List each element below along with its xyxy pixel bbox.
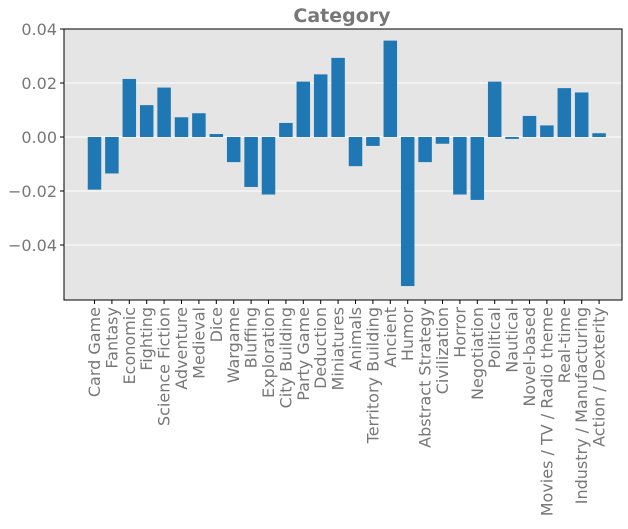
- bar: [313, 74, 328, 137]
- bar: [400, 137, 415, 287]
- bar: [366, 137, 380, 146]
- x-tick-label: Nautical: [503, 307, 522, 373]
- x-tick-label: Movies / TV / Radio theme: [537, 307, 556, 516]
- bar: [418, 137, 432, 163]
- x-tick-label: Science Fiction: [155, 307, 174, 426]
- bar: [279, 122, 293, 137]
- bar: [174, 117, 189, 137]
- x-tick-label: Animals: [346, 307, 365, 371]
- x-axis-ticks: Card GameFantasyEconomicFightingScience …: [85, 300, 609, 516]
- x-tick-label: Action / Dexterity: [590, 307, 609, 447]
- bar: [244, 137, 258, 187]
- bar: [139, 105, 154, 137]
- bar: [226, 137, 241, 163]
- x-tick-label: Civilization: [433, 307, 452, 394]
- y-tick-label: −0.04: [8, 236, 57, 255]
- bar: [105, 137, 119, 174]
- bar-series: [87, 40, 606, 287]
- bar: [540, 125, 554, 137]
- x-tick-label: Industry / Manufacturing: [572, 307, 591, 504]
- x-tick-label: Dice: [207, 307, 226, 342]
- bar: [261, 137, 276, 195]
- x-tick-label: City Building: [276, 307, 295, 408]
- x-tick-label: Medieval: [189, 307, 208, 379]
- bar: [209, 134, 224, 137]
- x-tick-label: Exploration: [259, 307, 278, 398]
- bar: [453, 137, 467, 195]
- x-tick-label: Economic: [120, 307, 139, 384]
- x-tick-label: Abstract Strategy: [416, 307, 435, 448]
- bar: [574, 92, 589, 137]
- x-tick-label: Negotiation: [468, 307, 487, 400]
- y-tick-label: 0.02: [21, 74, 57, 93]
- x-tick-label: Novel-based: [520, 307, 539, 407]
- bar: [157, 87, 171, 137]
- bar: [87, 137, 102, 190]
- bar: [296, 81, 311, 137]
- bar: [487, 81, 502, 137]
- x-tick-label: Fantasy: [102, 307, 121, 369]
- y-axis-ticks: 0.04 0.02 0.00 −0.02 −0.04: [8, 20, 64, 255]
- bar: [192, 113, 206, 137]
- bar: [522, 115, 537, 137]
- x-tick-label: Party Game: [294, 307, 313, 401]
- x-tick-label: Adventure: [172, 307, 191, 390]
- bar: [470, 137, 485, 200]
- x-tick-label: Humor: [398, 307, 417, 362]
- plot-frame: [63, 28, 623, 301]
- x-tick-label: Wargame: [224, 307, 243, 383]
- x-tick-label: Territory Building: [363, 307, 382, 444]
- y-tick-label: −0.02: [8, 182, 57, 201]
- x-tick-label: Political: [485, 307, 504, 369]
- bar: [383, 40, 398, 137]
- x-tick-label: Fighting: [137, 307, 156, 371]
- x-tick-label: Deduction: [311, 307, 330, 389]
- bar: [505, 137, 519, 139]
- x-tick-label: Card Game: [85, 307, 104, 397]
- bar: [122, 78, 137, 137]
- bar: [592, 133, 606, 137]
- bar: [331, 57, 345, 137]
- x-tick-label: Real-time: [555, 307, 574, 383]
- chart-title: Category: [293, 5, 391, 27]
- y-tick-label: 0.00: [21, 128, 57, 147]
- bar: [557, 88, 572, 137]
- x-tick-label: Bluffing: [242, 307, 261, 368]
- x-tick-label: Miniatures: [329, 307, 348, 390]
- x-tick-label: Ancient: [381, 307, 400, 368]
- y-tick-label: 0.04: [21, 20, 57, 39]
- x-tick-label: Horror: [450, 307, 469, 358]
- bar: [348, 137, 363, 167]
- bar: [435, 137, 450, 144]
